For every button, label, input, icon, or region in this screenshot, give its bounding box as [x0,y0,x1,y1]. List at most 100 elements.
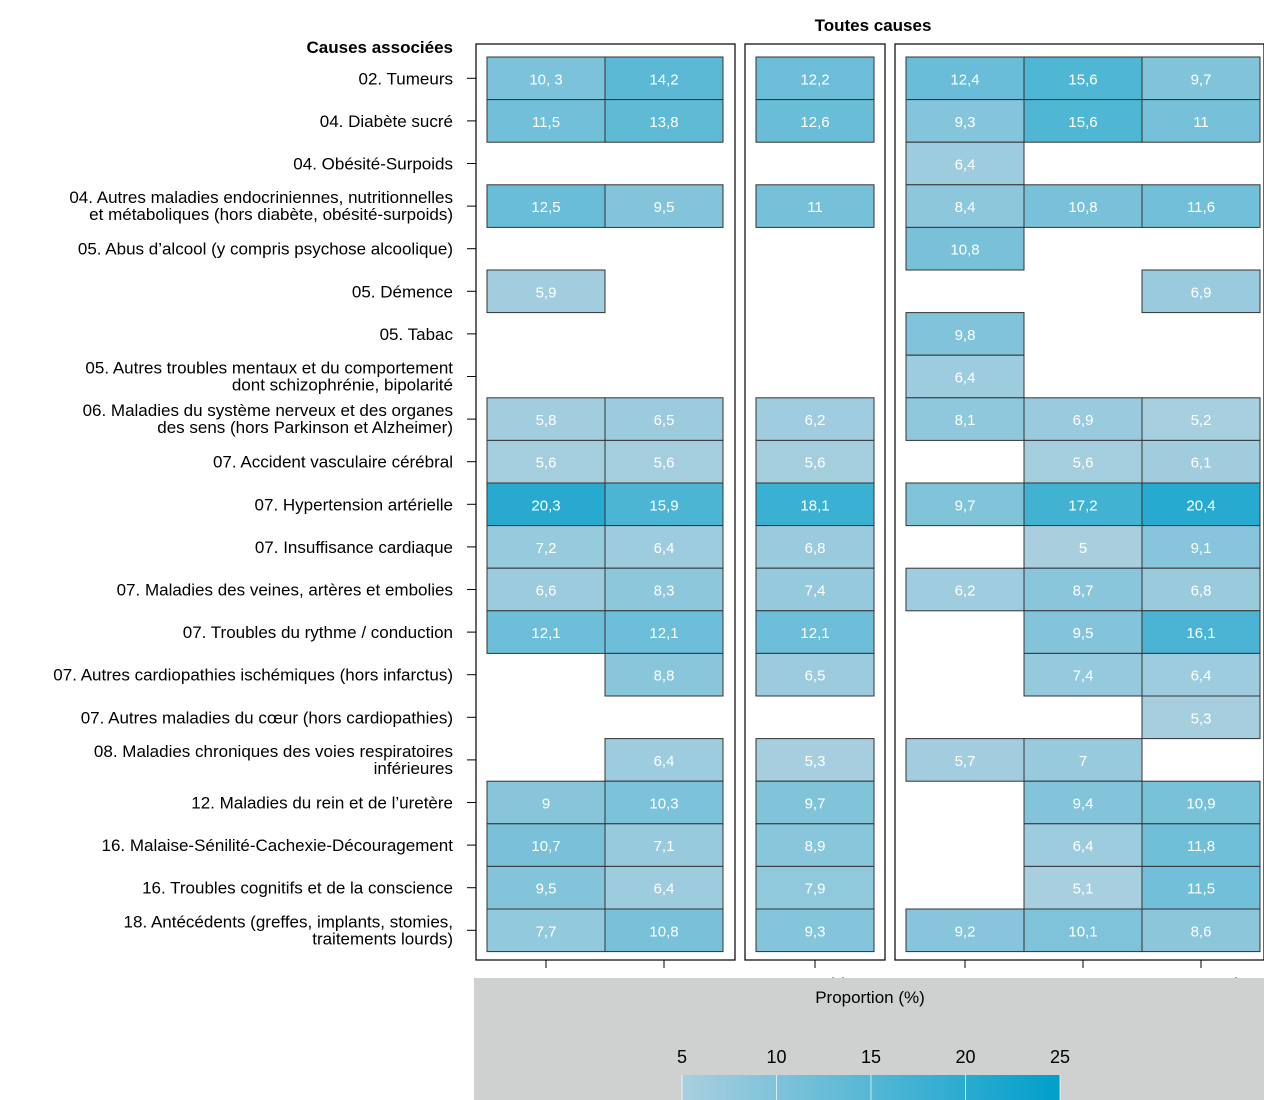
heatmap-cell [1141,269,1261,314]
cell-value: 6,8 [805,540,826,557]
cell-value: 18,1 [800,497,829,514]
row-label: 05. Tabac [380,325,454,344]
heatmap-cell [604,482,724,527]
heatmap-cells: 10, 3 14,2 12,2 12,4 15,6 9,7 11,5 13,8 12,6 9,3 1… [486,56,1261,953]
cell-value: 7 [1079,753,1087,770]
heatmap-cell [1141,695,1261,740]
heatmap-cell [905,184,1025,228]
heatmap-cell [1023,56,1143,101]
legend-tick-label: 5 [677,1047,687,1067]
cell-value: 10,8 [950,242,979,259]
cell-value: 7,2 [536,540,557,557]
cell-value: 11,5 [1187,881,1215,898]
row-label: dont schizophrénie, bipolarité [232,376,453,395]
heatmap-cell [486,610,606,654]
heatmap-cell [1141,823,1261,867]
heatmap-cell [1141,184,1261,228]
heatmap-cell [1141,439,1261,484]
row-label: 04. Obésité-Surpoids [293,155,453,174]
cell-value: 9,5 [1073,625,1094,642]
row-label: 05. Abus d’alcool (y compris psychose al… [78,240,453,259]
cell-value: 10,9 [1186,796,1215,813]
cell-value: 8,7 [1073,583,1094,600]
cell-value: 9,7 [955,497,976,514]
cell-value: 7,4 [805,583,826,600]
cell-value: 11,5 [532,114,560,131]
heatmap-cell [486,439,606,484]
row-label: 12. Maladies du rein et de l’uretère [191,794,453,813]
heatmap-cell [604,610,724,654]
row-label: 05. Autres troubles mentaux et du compor… [85,359,453,378]
cell-value: 9,4 [1073,796,1094,813]
heatmap-cell [486,865,606,910]
cell-value: 5,3 [1191,710,1212,727]
cell-value: 5,3 [805,753,826,770]
legend-tick-label: 25 [1050,1047,1070,1067]
cell-value: 9,3 [955,114,976,131]
heatmap-cell [486,184,606,228]
cell-value: 7,9 [805,881,826,898]
cell-value: 5 [1079,540,1087,557]
heatmap-cell [486,99,606,143]
cell-value: 9,8 [955,327,976,344]
row-label: 07. Accident vasculaire cérébral [213,453,453,472]
cell-value: 5,2 [1191,412,1212,429]
row-label: inférieures [374,759,453,778]
legend-tick-label: 15 [861,1047,881,1067]
heatmap-cell [604,738,724,782]
row-label: 02. Tumeurs [359,69,454,88]
heatmap-cell [1023,610,1143,654]
cell-value: 12,5 [531,199,560,216]
heatmap-cell [604,184,724,228]
heatmap-cell [905,354,1025,399]
row-label: 04. Diabète sucré [320,112,453,131]
row-label: 07. Insuffisance cardiaque [255,538,453,557]
cell-value: 12,1 [531,625,560,642]
heatmap-cell [1141,397,1261,441]
cell-value: 6,4 [654,881,675,898]
cell-value: 20,4 [1186,497,1215,514]
cell-value: 6,4 [1073,838,1094,855]
heatmap-cell [755,652,875,697]
cell-value: 6,1 [1191,455,1212,472]
heatmap-cell [755,823,875,867]
cell-value: 6,2 [805,412,826,429]
cell-value: 5,6 [536,455,557,472]
cell-value: 12,6 [800,114,829,131]
cell-value: 9,5 [654,199,675,216]
cell-value: 10, 3 [529,71,562,88]
color-legend: Proportion (%) 5 10 15 20 25 [474,978,1264,1100]
cell-value: 20,3 [531,497,560,514]
cell-value: 5,8 [536,412,557,429]
row-label: 05. Démence [352,282,453,301]
row-label: 18. Antécédents (greffes, implants, stom… [124,912,453,931]
cell-value: 7,4 [1073,668,1094,685]
cell-value: 6,9 [1073,412,1094,429]
heatmap-cell [755,865,875,910]
heatmap-cell [604,652,724,697]
cell-value: 9,3 [805,923,826,940]
heatmap-cell [486,908,606,953]
heatmap-cell [755,780,875,825]
cell-value: 6,9 [1191,284,1212,301]
cell-value: 9,7 [805,796,826,813]
cell-value: 8,6 [1191,923,1212,940]
heatmap-cell [604,439,724,484]
heatmap-cell [905,482,1025,527]
cell-value: 8,3 [654,583,675,600]
heatmap-cell [604,567,724,612]
heatmap-cell [905,226,1025,271]
heatmap-cell [905,397,1025,441]
cell-value: 9,1 [1191,540,1212,557]
heatmap-cell [604,397,724,441]
heatmap-cell [1141,482,1261,527]
heatmap-cell [486,823,606,867]
cell-value: 5,7 [955,753,976,770]
cell-value: 6,2 [955,583,976,600]
cell-value: 6,4 [1191,668,1212,685]
legend-tick-label: 10 [766,1047,786,1067]
cell-value: 12,1 [649,625,678,642]
heatmap-cell [604,525,724,569]
heatmap-cell [1023,99,1143,143]
